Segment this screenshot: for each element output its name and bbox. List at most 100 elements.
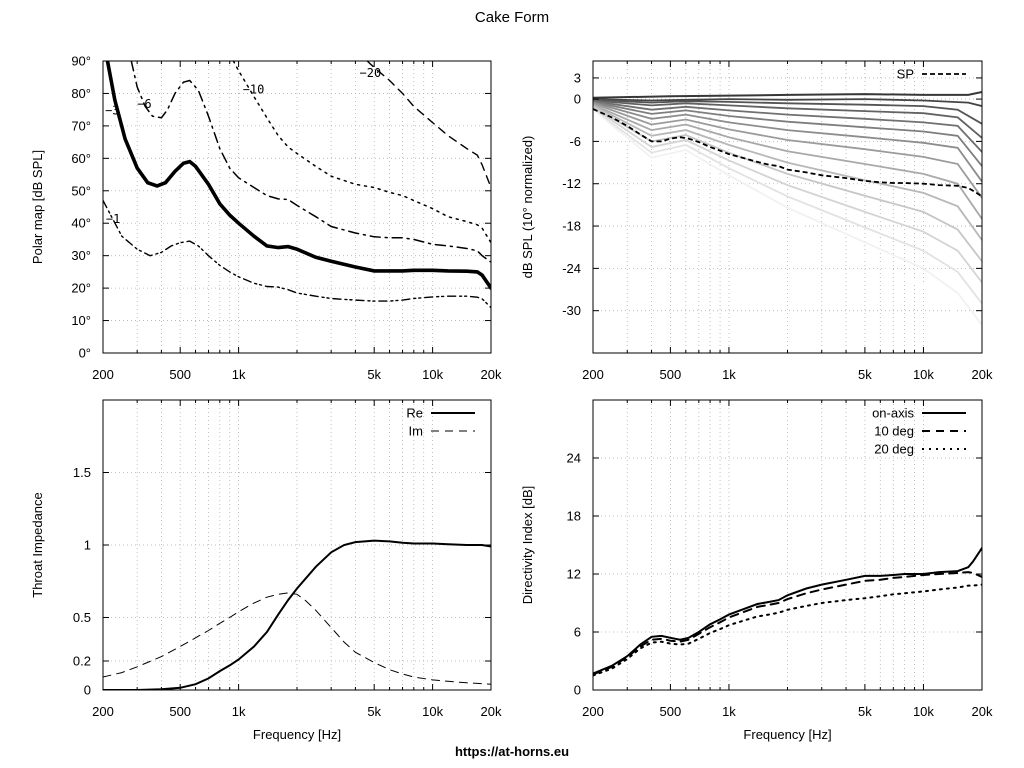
x-tick-label: 10k (913, 704, 934, 719)
y-tick-label: 0 (574, 683, 581, 698)
legend-label: SP (897, 67, 914, 82)
x-tick-label: 500 (660, 704, 682, 719)
y-tick-label: 50° (71, 183, 91, 198)
angle-curve (593, 106, 982, 284)
im-line (103, 592, 491, 685)
contour-6-line (130, 61, 491, 263)
x-tick-label: 200 (92, 704, 114, 719)
x-tick-label: 1k (232, 367, 246, 382)
angle-curve (593, 101, 982, 167)
y-tick-label: 24 (567, 451, 581, 466)
x-axis: 200 500 1k 5k 10k 20k (92, 400, 502, 719)
chart-impedance: 200 500 1k 5k 10k 20k 0 0.2 0.5 1 1.5 Frequency [Hz… (30, 399, 502, 742)
y-tick-label: -12 (562, 176, 581, 191)
x-tick-label: 200 (582, 367, 604, 382)
y-tick-label: 0 (574, 92, 581, 107)
x-tick-label: 500 (169, 704, 191, 719)
contour-3-line (105, 61, 491, 290)
contour-1-line (103, 199, 491, 309)
x-axis-label: Frequency [Hz] (743, 727, 831, 742)
chart-normalized: 200 500 1k 5k 10k 20k 3 0 -6 -12 -18 -24 -30 dB SPL (… (520, 60, 993, 382)
chart-directivity: 200 500 1k 5k 10k 20k 0 6 12 18 24 Frequency [Hz] Di… (520, 399, 993, 742)
legend: Re Im (406, 406, 475, 439)
x-tick-label: 5k (367, 367, 381, 382)
grid (593, 400, 982, 690)
y-tick-label: 90° (71, 54, 91, 69)
x-tick-label: 20k (481, 367, 502, 382)
angle-curve (593, 98, 982, 125)
x-tick-label: 5k (858, 367, 872, 382)
sp-line (593, 108, 982, 198)
x-axis-label: Frequency [Hz] (253, 727, 341, 742)
contour-label: −10 (243, 82, 265, 96)
y-tick-label: -30 (562, 303, 581, 318)
contour-label: −6 (137, 97, 151, 111)
legend: SP (897, 67, 966, 82)
y-tick-label: 70° (71, 118, 91, 133)
y-tick-label: 10° (71, 313, 91, 328)
contour-label: −1 (106, 212, 120, 226)
x-tick-label: 200 (582, 704, 604, 719)
x-tick-label: 5k (367, 704, 381, 719)
plot-area (593, 546, 982, 677)
footer-url[interactable]: https://at-horns.eu (454, 744, 570, 759)
x-tick-label: 20k (972, 704, 993, 719)
angle-curve (593, 109, 982, 326)
x-axis: 200 500 1k 5k 10k 20k (582, 400, 993, 719)
y-tick-label: 0 (84, 683, 91, 698)
y-tick-label: 0.2 (73, 654, 91, 669)
y-tick-label: 30° (71, 248, 91, 263)
legend-label: Im (409, 424, 423, 439)
x-axis: 200 500 1k 5k 10k 20k (92, 61, 502, 382)
y-tick-label: 60° (71, 151, 91, 166)
grid (103, 400, 491, 690)
angle-curve (593, 100, 982, 153)
y-tick-label: 12 (567, 567, 581, 582)
y-tick-label: 3 (574, 70, 581, 85)
y-tick-label: -6 (569, 134, 581, 149)
x-tick-label: 1k (722, 704, 736, 719)
x-tick-label: 500 (660, 367, 682, 382)
x-tick-label: 5k (858, 704, 872, 719)
y-axis-label: dB SPL (10° normalized) (520, 136, 535, 279)
angle-curve (593, 99, 982, 139)
legend-label: Re (406, 406, 423, 421)
angle-curve (593, 104, 982, 241)
angle-curve (593, 106, 982, 262)
x-tick-label: 1k (722, 367, 736, 382)
chart-polar: −1 −3 −6 −10 −20 200 500 1k 5k 10k 20k 0° 10° 20° 30° 4… (30, 54, 502, 383)
grid (103, 61, 491, 353)
y-tick-label: -24 (562, 261, 581, 276)
10-deg-line (593, 571, 982, 676)
20-deg-line (593, 583, 982, 677)
y-axis: 0° 10° 20° 30° 40° 50° 60° 70° 80° 90° (71, 54, 491, 361)
angle-curve (593, 98, 982, 107)
x-tick-label: 20k (481, 704, 502, 719)
y-axis-label: Directivity Index [dB] (520, 486, 535, 605)
angle-curve (593, 101, 982, 183)
plot-area (593, 91, 982, 347)
angle-curve (593, 91, 982, 99)
plot-area (103, 539, 491, 690)
x-tick-label: 500 (169, 367, 191, 382)
angle-curve (593, 103, 982, 220)
y-tick-label: 80° (71, 86, 91, 101)
y-axis-label: Polar map [dB SPL] (30, 150, 45, 264)
contour-label: −3 (105, 104, 119, 118)
y-tick-label: 1 (84, 538, 91, 553)
y-axis: 0 6 12 18 24 (567, 451, 982, 698)
y-tick-label: 0° (79, 346, 91, 361)
legend-label: 10 deg (874, 424, 914, 439)
contour-20-line (366, 61, 491, 189)
y-axis: 3 0 -6 -12 -18 -24 -30 (562, 70, 982, 318)
contour-10-line (232, 61, 491, 244)
x-tick-label: 10k (913, 367, 934, 382)
x-tick-label: 10k (422, 367, 443, 382)
re-line (103, 539, 491, 690)
legend-label: on-axis (872, 406, 914, 421)
legend: on-axis 10 deg 20 deg (872, 406, 966, 457)
x-tick-label: 10k (422, 704, 443, 719)
angle-curve (593, 110, 982, 347)
